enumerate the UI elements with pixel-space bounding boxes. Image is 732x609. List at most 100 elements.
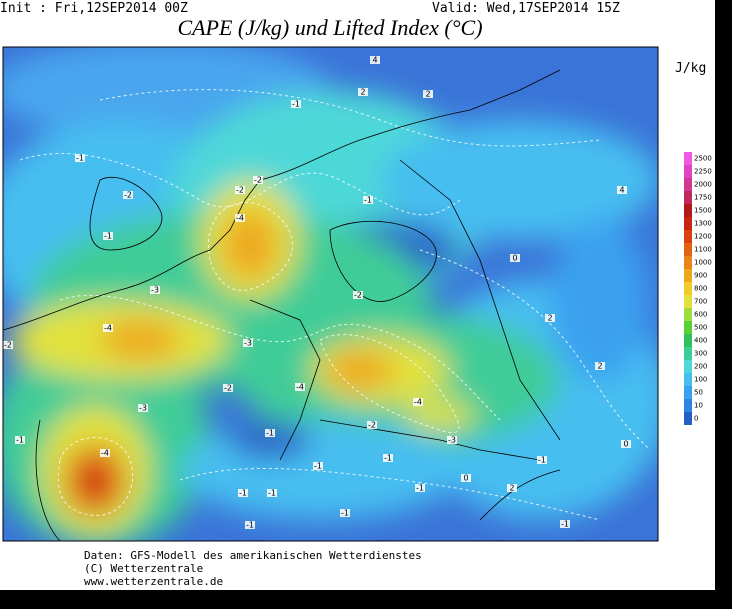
- colorbar: 0 10 50 100 200 300 400 500 600 700 800 900 1000 1100…: [684, 152, 712, 425]
- contour-label: -2: [254, 176, 262, 185]
- colorbar-label: 1200: [694, 233, 712, 241]
- contour-label: -1: [292, 100, 300, 109]
- contour-label-bg: [235, 214, 245, 222]
- colorbar-label: 100: [694, 376, 707, 384]
- contour-label: -2: [224, 384, 232, 393]
- contour-label-bg: [595, 362, 605, 370]
- valid-text: Valid: Wed,17SEP2014 15Z: [432, 1, 620, 16]
- contour-label-bg: [383, 454, 393, 462]
- map-frame: [2, 46, 659, 542]
- contour-label: -1: [16, 436, 24, 445]
- colorbar-segment: [684, 347, 692, 360]
- black-border-bottom: [0, 590, 732, 609]
- colorbar-segment: [684, 165, 692, 178]
- contour-label-bg: [75, 154, 85, 162]
- contour-labels: -1 -2 -1 -2 -2 -4 -3 -4 -3 -2 -4 -3 -4 -3 -2 -1 -1 2 4 2 0 2 2…: [3, 56, 631, 530]
- contour-label: -2: [124, 191, 132, 200]
- colorbar-label: 1750: [694, 194, 712, 202]
- contour-label: -4: [236, 214, 244, 223]
- colorbar-label: 1300: [694, 220, 712, 228]
- contour-label: 2: [547, 314, 552, 323]
- colorbar-label: 200: [694, 363, 707, 371]
- colorbar-segment: [684, 295, 692, 308]
- contour-label-bg: [461, 474, 471, 482]
- contour-label: -2: [4, 341, 12, 350]
- contour-label: -1: [364, 196, 372, 205]
- colorbar-segment: [684, 386, 692, 399]
- colorbar-segment: [684, 204, 692, 217]
- contour-label: -1: [416, 484, 424, 493]
- contour-label: -2: [236, 186, 244, 195]
- contour-label-bg: [367, 421, 377, 429]
- contour-label-bg: [413, 398, 423, 406]
- colorbar-label: 400: [694, 337, 707, 345]
- contour-label-bg: [15, 436, 25, 444]
- contour-label-bg: [510, 254, 520, 262]
- contour-label-bg: [103, 324, 113, 332]
- footer-line: (C) Wetterzentrale: [84, 562, 203, 575]
- colorbar-segment: [684, 191, 692, 204]
- init-text: Init : Fri,12SEP2014 00Z: [0, 1, 188, 16]
- contour-label-bg: [100, 449, 110, 457]
- colorbar-label: 2250: [694, 168, 712, 176]
- contour-label: -1: [538, 456, 546, 465]
- colorbar-segment: [684, 321, 692, 334]
- colorbar-segment: [684, 269, 692, 282]
- contour-label-bg: [291, 100, 301, 108]
- colorbar-label: 0: [694, 415, 698, 423]
- contour-label-bg: [617, 186, 627, 194]
- contour-label-bg: [340, 509, 350, 517]
- colorbar-label: 300: [694, 350, 707, 358]
- contour-label: -1: [268, 489, 276, 498]
- contour-label: 0: [463, 474, 468, 483]
- lifted-index-contours: [19, 89, 651, 521]
- colorbar-segment: [684, 217, 692, 230]
- colorbar-segment: [684, 243, 692, 256]
- colorbar-label: 2500: [694, 155, 712, 163]
- field: [3, 47, 658, 541]
- colorbar-label: 1000: [694, 259, 712, 267]
- contour-label-bg: [223, 384, 233, 392]
- colorbar-segment: [684, 399, 692, 412]
- map-title: CAPE (J/kg) und Lifted Index (°C): [177, 15, 482, 40]
- contour-label: -3: [151, 286, 159, 295]
- contour-label-bg: [545, 314, 555, 322]
- colorbar-label: 500: [694, 324, 707, 332]
- contour-label-bg: [245, 521, 255, 529]
- contour-label-bg: [295, 383, 305, 391]
- contour-label-bg: [423, 90, 433, 98]
- contour-label-bg: [103, 232, 113, 240]
- contour-label: 2: [597, 362, 602, 371]
- contour-label: -3: [448, 436, 456, 445]
- contour-label-bg: [267, 489, 277, 497]
- contour-label: 0: [623, 440, 628, 449]
- colorbar-label: 900: [694, 272, 707, 280]
- colorbar-segment: [684, 152, 692, 165]
- contour-label-bg: [370, 56, 380, 64]
- contour-label: -4: [296, 383, 304, 392]
- black-border-right: [715, 0, 732, 609]
- colorbar-segment: [684, 373, 692, 386]
- colorbar-segment: [684, 334, 692, 347]
- contour-label: 4: [372, 56, 377, 65]
- contour-label: -4: [414, 398, 422, 407]
- contour-label-bg: [358, 88, 368, 96]
- contour-label-bg: [123, 191, 133, 199]
- contour-label: -1: [239, 489, 247, 498]
- contour-label: -3: [139, 404, 147, 413]
- contour-label: -1: [314, 462, 322, 471]
- contour-label-bg: [243, 339, 253, 347]
- contour-label-bg: [253, 176, 263, 184]
- contour-label: -1: [384, 454, 392, 463]
- contour-label-bg: [621, 440, 631, 448]
- colorbar-segment: [684, 256, 692, 269]
- footer-line: Daten: GFS-Modell des amerikanischen Wet…: [84, 549, 422, 562]
- contour-label: -1: [266, 429, 274, 438]
- contour-label-bg: [235, 186, 245, 194]
- contour-label-bg: [415, 484, 425, 492]
- contour-label-bg: [353, 291, 363, 299]
- contour-label: -1: [341, 509, 349, 518]
- colorbar-label: 10: [694, 402, 703, 410]
